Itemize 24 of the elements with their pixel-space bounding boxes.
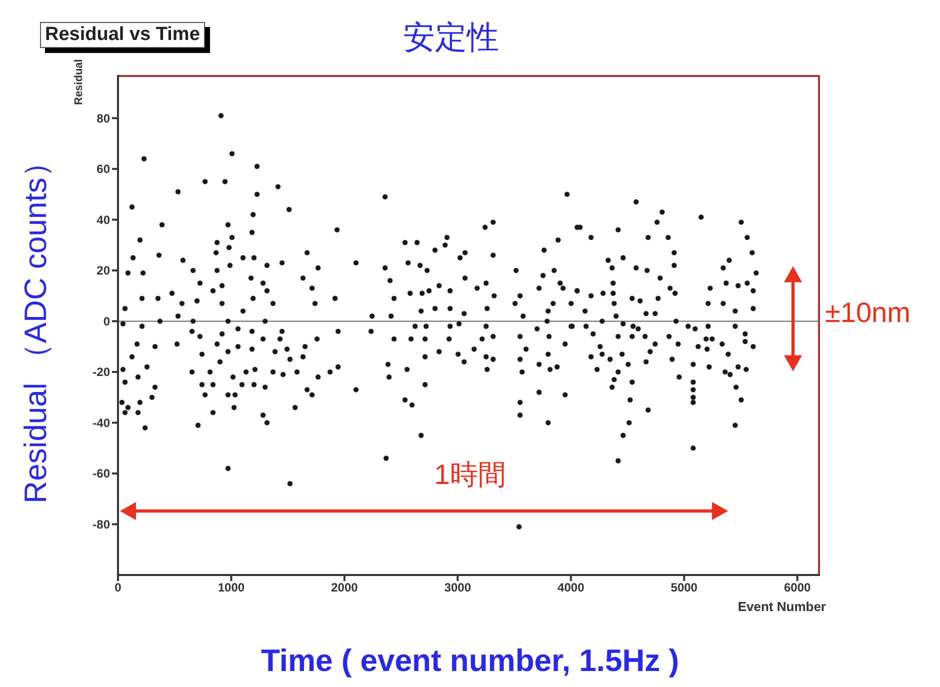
x-axis-title: Event Number <box>738 599 826 614</box>
y-tick-label: -60 <box>92 466 110 481</box>
x-tick-label: 3000 <box>444 580 472 595</box>
y-tick-label: 20 <box>96 264 110 278</box>
x-tick-label: 5000 <box>670 580 698 595</box>
y-axis-title: Residual <box>72 59 85 105</box>
chart-title: Residual vs Time <box>40 22 205 48</box>
y-tick-label: -40 <box>92 416 110 430</box>
text: Residual （ADC counts） <box>17 146 54 504</box>
chart-subtitle: 安定性 <box>403 17 499 58</box>
x-tick-label: 0 <box>114 580 122 595</box>
y-tick-label: 60 <box>96 162 110 176</box>
y-tick-label: -80 <box>92 518 110 532</box>
y-tick-label: 0 <box>103 314 110 328</box>
y-tick-label: 80 <box>96 111 110 126</box>
x-tick-label: 4000 <box>558 580 585 595</box>
text: ±10nm <box>825 297 910 328</box>
x-tick-label: 1000 <box>218 580 245 595</box>
y-tick-label: -20 <box>92 365 110 380</box>
x-tick-label: 6000 <box>784 580 812 595</box>
text: Time ( event number, 1.5Hz ) <box>260 643 680 679</box>
y-tick-label: 40 <box>96 212 110 227</box>
annotation: 1時間 <box>434 459 506 490</box>
x-tick-label: 2000 <box>331 580 358 595</box>
